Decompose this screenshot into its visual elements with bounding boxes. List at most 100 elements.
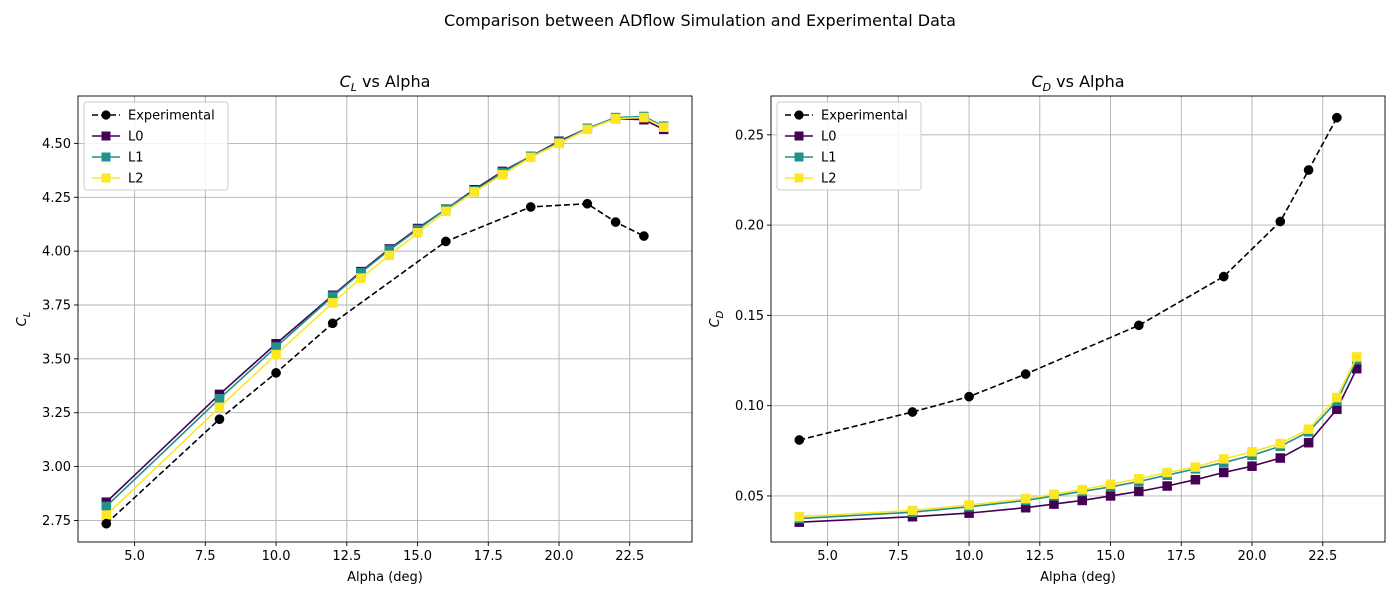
cl-ytick-label: 4.00 — [42, 245, 71, 260]
cd-point-experimental — [907, 407, 918, 417]
cd-xlabel: Alpha (deg) — [1040, 570, 1116, 585]
cd-point-l0 — [1275, 453, 1286, 463]
cl-series-l2 — [101, 112, 669, 520]
cd-point-l0 — [1247, 461, 1257, 471]
cd-point-l0 — [1218, 467, 1229, 478]
cl-legend-box — [83, 101, 229, 191]
cl-legend-marker-experimental — [101, 110, 111, 120]
cl-ytick-label: 2.75 — [42, 514, 71, 529]
cd-legend-marker-experimental — [794, 110, 804, 120]
cd-point-l0 — [1049, 499, 1059, 509]
cl-title-rest: vs Alpha — [357, 72, 430, 91]
cd-xtick-label: 15.0 — [1096, 549, 1125, 564]
cd-point-l2 — [1049, 489, 1059, 499]
cd-xtick-label: 20.0 — [1238, 549, 1267, 564]
cd-title-rest: vs Alpha — [1051, 72, 1124, 91]
cd-point-l2 — [1020, 493, 1031, 504]
cd-xtick-label: 12.5 — [1025, 549, 1054, 564]
cl-ytick-label: 4.25 — [42, 191, 71, 206]
cd-point-l0 — [1303, 437, 1314, 448]
cl-point-l2 — [658, 122, 669, 132]
cl-legend-label-l1: L1 — [128, 151, 144, 166]
cd-point-l2 — [1077, 484, 1087, 495]
cl-xtick-label: 15.0 — [403, 549, 432, 564]
cl-point-l2 — [610, 113, 621, 124]
cl-point-l2 — [384, 250, 394, 261]
cd-point-experimental — [1303, 165, 1314, 175]
cl-point-l2 — [441, 206, 451, 217]
cd-series-line-l2 — [799, 356, 1358, 518]
cd-series-l2 — [794, 352, 1362, 522]
cl-point-l2 — [497, 169, 508, 180]
cl-axes-title: CL vs Alpha — [340, 72, 431, 94]
cd-point-l0 — [1105, 491, 1116, 501]
cl-point-experimental — [101, 518, 112, 529]
cl-legend-label-experimental: Experimental — [128, 109, 215, 124]
cl-point-experimental — [440, 236, 451, 247]
cl-axes: 5.0 7.5 10.0 12.5 15.0 17.5 20.0 22.5 2.75 3.00 3.… — [15, 72, 693, 585]
cd-ylabel-subscript: D — [715, 310, 726, 318]
cd-axes-frame — [770, 95, 1386, 543]
cl-title-symbol: C — [340, 72, 352, 91]
cd-point-experimental — [1133, 320, 1144, 331]
cd-ytick-label: 0.20 — [735, 219, 764, 234]
cd-legend-label-l2: L2 — [821, 172, 837, 187]
cd-point-l0 — [1134, 486, 1144, 497]
cl-point-l2 — [469, 187, 479, 197]
cd-xtick-label: 17.5 — [1167, 549, 1196, 564]
cl-series-line-l1 — [105, 115, 665, 508]
figure-suptitle: Comparison between ADflow Simulation and… — [444, 11, 956, 30]
cl-point-l2 — [101, 510, 112, 520]
cd-title-subscript: D — [1043, 81, 1051, 94]
cl-ylabel-subscript: L — [22, 312, 33, 318]
cd-point-l2 — [1134, 474, 1144, 484]
cd-point-l2 — [1190, 462, 1201, 472]
axes-group: 5.0 7.5 10.0 12.5 15.0 17.5 20.0 22.5 2.75 3.00 3.… — [15, 72, 1386, 585]
cl-point-experimental — [327, 318, 338, 329]
cd-ytick-label: 0.05 — [735, 489, 764, 504]
cd-point-l0 — [1162, 481, 1172, 491]
cd-axes: 5.0 7.5 10.0 12.5 15.0 17.5 20.0 22.5 0.05 0.10 0.… — [708, 72, 1386, 585]
cd-point-l0 — [1190, 474, 1201, 485]
cd-point-l2 — [1351, 352, 1362, 362]
cd-point-experimental — [1218, 271, 1229, 282]
cl-legend-marker-l0 — [101, 131, 111, 141]
cl-legend-label-l2: L2 — [128, 172, 144, 187]
cl-xtick-label: 5.0 — [124, 549, 145, 564]
cd-title-symbol: C — [1031, 72, 1043, 91]
cd-point-l2 — [1275, 438, 1286, 449]
cl-point-l2 — [639, 112, 649, 123]
cl-series-line-experimental — [105, 202, 645, 525]
cd-legend-marker-l0 — [794, 131, 804, 141]
cd-point-l2 — [1303, 424, 1314, 434]
cl-point-experimental — [271, 368, 281, 378]
cl-series-experimental — [101, 198, 649, 529]
cl-xtick-label: 7.5 — [195, 549, 216, 564]
cl-point-l2 — [356, 273, 366, 283]
cd-series-experimental — [794, 112, 1342, 445]
cl-ytick-label: 3.00 — [42, 460, 71, 475]
cl-point-l2 — [271, 349, 281, 360]
cd-series-line-experimental — [799, 117, 1338, 441]
cl-xtick-label: 12.5 — [332, 549, 361, 564]
cd-legend-label-experimental: Experimental — [821, 109, 908, 124]
cl-ytick-label: 3.25 — [42, 406, 71, 421]
cd-series-line-l0 — [799, 368, 1358, 523]
cd-series-line-l1 — [799, 359, 1358, 520]
cd-axes-title: CD vs Alpha — [1031, 72, 1124, 94]
cd-legend: Experimental L0 L1 L2 — [776, 101, 922, 191]
cd-ytick-label: 0.10 — [735, 399, 764, 414]
cd-ytick-label: 0.15 — [735, 309, 764, 324]
cl-ytick-label: 3.50 — [42, 352, 71, 367]
cd-point-l0 — [1077, 495, 1087, 506]
cl-legend: Experimental L0 L1 L2 — [83, 101, 229, 191]
cd-ylabel-symbol: C — [708, 317, 723, 327]
cl-point-experimental — [610, 217, 621, 227]
cl-legend-marker-l2 — [101, 173, 111, 183]
cl-xtick-label: 17.5 — [474, 549, 503, 564]
cl-point-experimental — [639, 231, 649, 241]
cd-point-l0 — [1332, 404, 1342, 415]
cl-ylabel: CL — [15, 312, 33, 327]
cl-xtick-label: 20.0 — [545, 549, 574, 564]
